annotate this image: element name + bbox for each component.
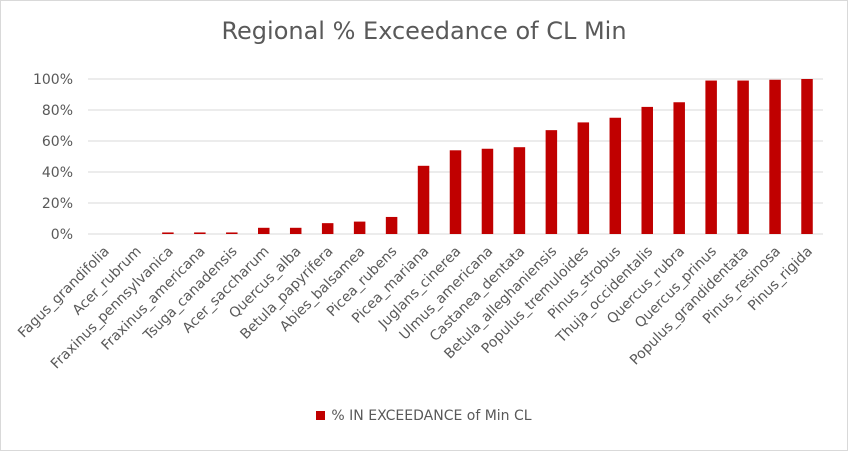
legend-label: % IN EXCEEDANCE of Min CL (331, 408, 532, 424)
y-tick-label: 40% (42, 165, 73, 181)
bar (226, 232, 238, 234)
y-tick-label: 80% (42, 103, 73, 119)
y-tick-label: 20% (42, 196, 73, 212)
bar (577, 122, 590, 234)
bar (385, 216, 398, 234)
bar (194, 232, 206, 234)
bar (162, 232, 174, 234)
bar (737, 80, 749, 234)
bar (705, 80, 717, 234)
bar (481, 148, 494, 234)
bar (641, 106, 653, 234)
bar (801, 79, 813, 234)
bar (417, 165, 430, 234)
bar (673, 102, 685, 234)
bar (449, 150, 462, 234)
chart-title: Regional % Exceedance of CL Min (221, 17, 627, 45)
y-tick-label: 60% (42, 134, 73, 150)
bar (289, 227, 302, 234)
x-category-label: Fraxinus_pennsylvanica (48, 244, 177, 373)
bar (353, 221, 366, 234)
y-tick-label: 0% (51, 227, 73, 243)
bar (513, 147, 526, 234)
bar (609, 117, 622, 234)
bar (545, 130, 558, 234)
legend-swatch (316, 411, 326, 420)
legend: % IN EXCEEDANCE of Min CL (1, 408, 847, 424)
bar (258, 227, 270, 234)
bar (769, 79, 781, 235)
bar (321, 223, 334, 234)
y-tick-label: 100% (33, 72, 73, 88)
